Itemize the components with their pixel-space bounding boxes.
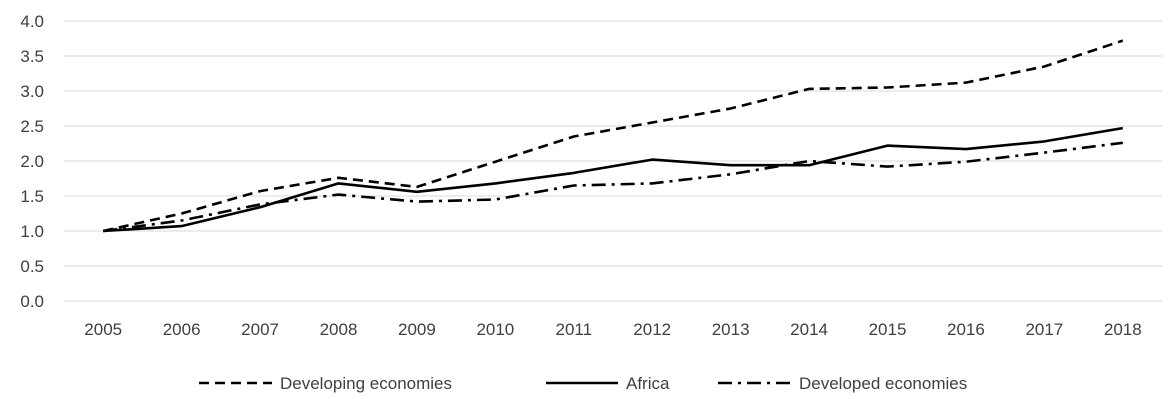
series-lines bbox=[102, 39, 1124, 233]
y-tick-label: 3.0 bbox=[20, 82, 44, 101]
legend-label: Africa bbox=[626, 374, 670, 393]
legend-label: Developed economies bbox=[799, 374, 967, 393]
y-tick-label: 0.0 bbox=[20, 292, 44, 311]
x-axis-ticks: 2005 2006 2007 2008 2009 2010 2011 2012 2013 2014… bbox=[84, 320, 1141, 339]
x-tick-label: 2010 bbox=[476, 320, 514, 339]
series-line-africa bbox=[103, 126, 1124, 233]
y-tick-label: 0.5 bbox=[20, 257, 44, 276]
x-tick-label: 2012 bbox=[633, 320, 671, 339]
y-tick-label: 3.5 bbox=[20, 47, 44, 66]
x-tick-label: 2015 bbox=[869, 320, 907, 339]
gridlines bbox=[64, 20, 1162, 302]
y-tick-label: 4.0 bbox=[20, 12, 44, 31]
x-tick-label: 2008 bbox=[320, 320, 358, 339]
x-tick-label: 2006 bbox=[163, 320, 201, 339]
y-tick-label: 1.0 bbox=[20, 222, 44, 241]
x-tick-label: 2017 bbox=[1025, 320, 1063, 339]
y-tick-label: 1.5 bbox=[20, 187, 44, 206]
x-tick-label: 2018 bbox=[1104, 320, 1142, 339]
legend: Developing economies Africa Developed econ… bbox=[199, 374, 967, 393]
y-tick-label: 2.0 bbox=[20, 152, 44, 171]
x-tick-label: 2013 bbox=[712, 320, 750, 339]
y-tick-label: 2.5 bbox=[20, 117, 44, 136]
x-tick-label: 2011 bbox=[556, 320, 593, 339]
y-axis-ticks: 0.0 0.5 1.0 1.5 2.0 2.5 3.0 3.5 4.0 bbox=[20, 12, 44, 311]
series-line-developing-economies bbox=[102, 39, 1124, 233]
x-tick-label: 2009 bbox=[398, 320, 436, 339]
x-tick-label: 2007 bbox=[241, 320, 279, 339]
series-line-developed-economies bbox=[103, 141, 1123, 233]
x-tick-label: 2005 bbox=[84, 320, 122, 339]
x-tick-label: 2014 bbox=[790, 320, 828, 339]
legend-label: Developing economies bbox=[280, 374, 452, 393]
x-tick-label: 2016 bbox=[947, 320, 985, 339]
